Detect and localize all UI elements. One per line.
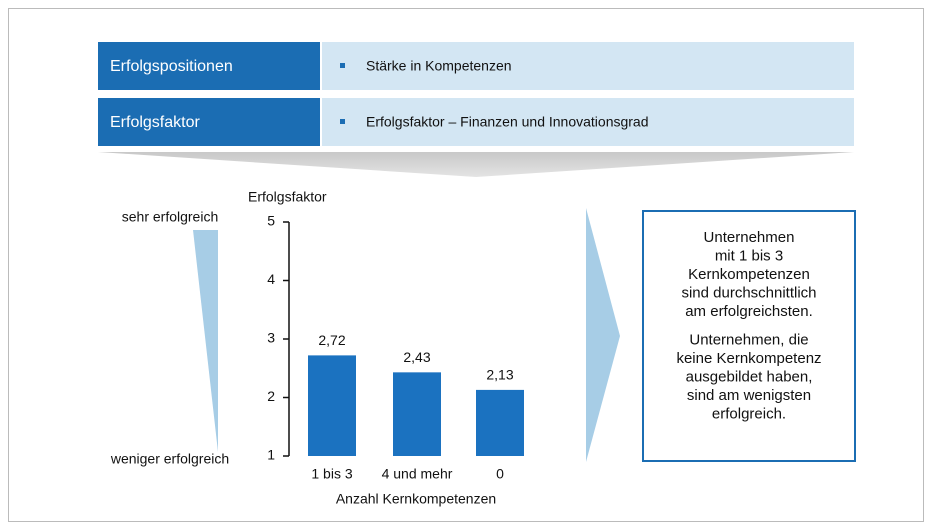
scale-wedge [193, 230, 218, 452]
row-text-bg [322, 42, 854, 90]
box-line: ausgebildet haben, [686, 368, 813, 385]
arrow [586, 208, 620, 462]
row-label-bg [98, 98, 320, 146]
bar [393, 372, 441, 456]
box-line: keine Kernkompetenz [676, 350, 821, 367]
box-line: sind am wenigsten [687, 387, 811, 404]
box-line: mit 1 bis 3 [715, 247, 783, 264]
y-tick-label: 2 [267, 388, 275, 404]
x-axis-title: Anzahl Kernkompetenzen [336, 491, 496, 507]
row-text: Erfolgsfaktor – Finanzen und Innovations… [366, 114, 649, 130]
value-label: 2,43 [403, 349, 430, 365]
box-line: Unternehmen [704, 229, 795, 246]
value-label: 2,13 [486, 367, 513, 383]
scale-top: sehr erfolgreich [122, 209, 219, 225]
row-text-bg [322, 98, 854, 146]
scale-bottom: weniger erfolgreich [110, 451, 229, 467]
x-tick-label: 4 und mehr [382, 466, 453, 482]
funnel [98, 152, 854, 177]
y-tick-label: 3 [267, 330, 275, 346]
box-line: sind durchschnittlich [681, 284, 816, 301]
x-tick-label: 0 [496, 466, 504, 482]
bullet [340, 63, 345, 68]
row-text: Stärke in Kompetenzen [366, 58, 512, 74]
bar [476, 389, 524, 456]
box-line: erfolgreich. [712, 405, 786, 422]
bar [308, 355, 356, 456]
frame [8, 8, 924, 522]
y-tick-label: 1 [267, 447, 275, 463]
y-tick-label: 4 [267, 271, 275, 287]
conclusion-box [642, 210, 856, 462]
bullet [340, 119, 345, 124]
box-line: Unternehmen, die [689, 331, 808, 348]
x-tick-label: 1 bis 3 [311, 466, 352, 482]
box-line: Kernkompetenzen [688, 266, 810, 283]
row-label: Erfolgsfaktor [110, 114, 200, 131]
box-line: am erfolgreichsten. [685, 303, 813, 320]
y-tick-label: 5 [267, 213, 275, 229]
row-label-bg [98, 42, 320, 90]
row-label: Erfolgspositionen [110, 58, 233, 75]
value-label: 2,72 [318, 332, 345, 348]
y-axis-title: Erfolgsfaktor [248, 189, 327, 205]
